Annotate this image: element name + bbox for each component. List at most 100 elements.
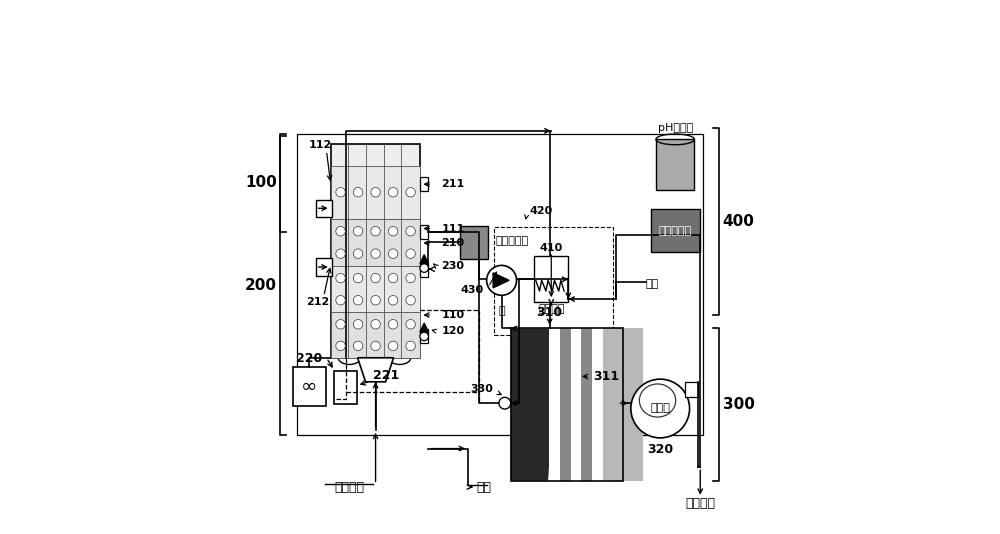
Text: 细菌培养部: 细菌培养部 xyxy=(659,226,692,235)
Bar xyxy=(331,144,420,358)
Bar xyxy=(420,177,428,191)
Text: 300: 300 xyxy=(723,397,755,412)
Circle shape xyxy=(353,187,363,197)
Text: 泵: 泵 xyxy=(498,307,505,316)
Polygon shape xyxy=(511,328,559,481)
Circle shape xyxy=(336,249,345,258)
Bar xyxy=(511,328,623,481)
Circle shape xyxy=(487,265,517,295)
Circle shape xyxy=(336,187,345,197)
Text: 112: 112 xyxy=(308,140,332,150)
Circle shape xyxy=(388,341,398,351)
Text: 120: 120 xyxy=(441,326,464,336)
Bar xyxy=(331,266,420,312)
Circle shape xyxy=(353,249,363,258)
Circle shape xyxy=(353,226,363,236)
Circle shape xyxy=(388,319,398,329)
Bar xyxy=(494,227,613,335)
Bar xyxy=(293,367,326,406)
Polygon shape xyxy=(420,255,428,264)
Circle shape xyxy=(336,319,345,329)
Text: 111: 111 xyxy=(441,224,465,233)
Text: pH控制器: pH控制器 xyxy=(658,123,693,133)
Bar xyxy=(331,166,420,219)
Bar xyxy=(651,209,700,252)
Bar xyxy=(316,258,332,276)
Circle shape xyxy=(353,319,363,329)
Text: 淡水: 淡水 xyxy=(646,279,659,289)
Circle shape xyxy=(499,397,511,409)
Bar xyxy=(603,328,643,481)
Circle shape xyxy=(406,295,415,305)
Bar xyxy=(297,134,703,435)
Text: 气体进入: 气体进入 xyxy=(334,481,364,493)
Bar xyxy=(656,139,694,190)
Circle shape xyxy=(420,264,428,272)
Circle shape xyxy=(371,341,380,351)
Text: 气体排出: 气体排出 xyxy=(685,497,715,509)
Circle shape xyxy=(336,341,345,351)
Circle shape xyxy=(406,249,415,258)
Circle shape xyxy=(388,187,398,197)
Text: 空气压缩机: 空气压缩机 xyxy=(496,237,529,246)
Text: 200: 200 xyxy=(245,278,277,293)
Circle shape xyxy=(388,249,398,258)
Circle shape xyxy=(420,332,428,341)
Text: 310: 310 xyxy=(537,306,563,319)
Circle shape xyxy=(406,226,415,236)
Circle shape xyxy=(371,187,380,197)
Bar xyxy=(420,225,428,239)
Polygon shape xyxy=(420,323,428,332)
Circle shape xyxy=(353,295,363,305)
Circle shape xyxy=(406,319,415,329)
Text: 400: 400 xyxy=(723,214,755,229)
Circle shape xyxy=(388,295,398,305)
Text: 320: 320 xyxy=(647,443,673,456)
Circle shape xyxy=(406,187,415,197)
Text: 430: 430 xyxy=(461,285,484,295)
Text: 110: 110 xyxy=(441,310,464,320)
Circle shape xyxy=(353,273,363,283)
Text: 引风机: 引风机 xyxy=(650,404,670,413)
Circle shape xyxy=(371,249,380,258)
Circle shape xyxy=(371,319,380,329)
Bar xyxy=(331,219,420,266)
Text: 221: 221 xyxy=(361,370,399,385)
Circle shape xyxy=(371,295,380,305)
Circle shape xyxy=(336,273,345,283)
Text: 220: 220 xyxy=(296,352,322,365)
Bar xyxy=(685,382,698,397)
Text: 排水: 排水 xyxy=(476,481,491,493)
Circle shape xyxy=(371,226,380,236)
Circle shape xyxy=(388,273,398,283)
Text: 330: 330 xyxy=(470,384,493,394)
Text: 230: 230 xyxy=(441,261,464,271)
Circle shape xyxy=(336,295,345,305)
Text: 420: 420 xyxy=(529,207,553,216)
Bar xyxy=(316,200,332,217)
Circle shape xyxy=(388,226,398,236)
Text: 212: 212 xyxy=(306,297,329,307)
Text: 410: 410 xyxy=(540,243,563,253)
Text: ∞: ∞ xyxy=(301,377,317,396)
Text: 100: 100 xyxy=(245,175,277,190)
Text: 新鲜空气: 新鲜空气 xyxy=(538,304,565,314)
Circle shape xyxy=(631,379,690,438)
Polygon shape xyxy=(493,273,509,288)
Text: 211: 211 xyxy=(441,179,465,189)
Bar xyxy=(560,328,571,481)
Polygon shape xyxy=(358,358,394,382)
Bar xyxy=(420,329,428,343)
Bar xyxy=(331,312,420,358)
Text: 311: 311 xyxy=(593,370,620,383)
Circle shape xyxy=(406,273,415,283)
Bar xyxy=(571,328,581,481)
Bar xyxy=(534,256,568,302)
Bar xyxy=(581,328,592,481)
Bar xyxy=(334,371,357,404)
Circle shape xyxy=(406,341,415,351)
Bar xyxy=(420,263,428,277)
Bar xyxy=(592,328,603,481)
Text: 210: 210 xyxy=(441,238,464,248)
Circle shape xyxy=(353,341,363,351)
